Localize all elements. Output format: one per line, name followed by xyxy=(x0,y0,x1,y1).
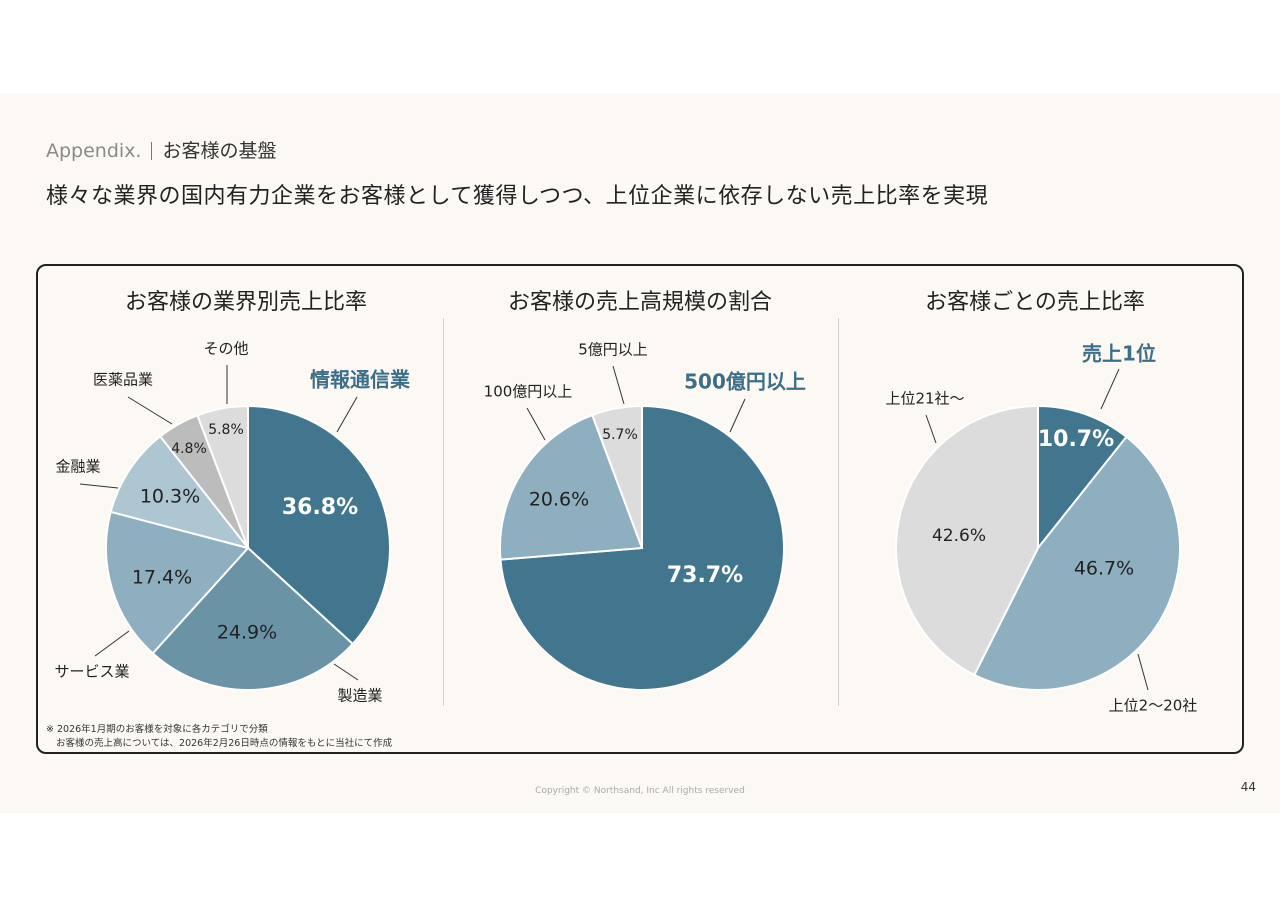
chart3-value-label-1: 46.7% xyxy=(1074,558,1134,580)
chart3-leader-line-0 xyxy=(1100,368,1120,410)
chart2-category-label-1: 100億円以上 xyxy=(484,383,573,401)
chart1-slice-1 xyxy=(151,546,355,691)
page-headline: 様々な業界の国内有力企業をお客様として獲得しつつ、上位企業に依存しない売上比率を… xyxy=(46,184,989,209)
chart2-category-label-2: 5億円以上 xyxy=(578,341,648,359)
chart1-category-label-2: サービス業 xyxy=(54,663,129,681)
footnote-line-1: ※ 2026年1月期のお客様を対象に各カテゴリで分類 xyxy=(46,724,268,735)
section-title: お客様の基盤 xyxy=(162,140,277,162)
chart3-category-label-2: 上位21社〜 xyxy=(885,390,964,408)
chart1-leader-line-0 xyxy=(336,396,358,433)
footnote: ※ 2026年1月期のお客様を対象に各カテゴリで分類 お客様の売上高については、… xyxy=(46,723,392,751)
chart1-slice-2 xyxy=(105,510,250,655)
chart2-slice-2 xyxy=(590,404,643,549)
chart2-slice-1 xyxy=(499,413,644,561)
chart1-value-label-5: 5.8% xyxy=(208,422,244,438)
chart2-value-label-1: 20.6% xyxy=(529,489,589,511)
chart1-slice-0 xyxy=(247,404,391,646)
chart1-category-label-4: 医薬品業 xyxy=(93,371,153,389)
chart2-leader-line-0 xyxy=(729,398,746,433)
page-number: 44 xyxy=(1240,780,1256,794)
chart-title-industry: お客様の業界別売上比率 xyxy=(124,290,367,315)
chart1-value-label-0: 36.8% xyxy=(282,495,358,520)
appendix-label: Appendix. xyxy=(46,140,142,162)
chart3-category-label-1: 上位2〜20社 xyxy=(1109,697,1198,715)
chart2-value-label-0: 73.7% xyxy=(667,563,743,588)
chart1-value-label-1: 24.9% xyxy=(217,622,277,644)
eyebrow-separator xyxy=(151,142,153,160)
chart3-slice-1 xyxy=(972,435,1182,691)
chart1-value-label-3: 10.3% xyxy=(140,486,200,508)
chart1-category-label-1: 製造業 xyxy=(337,687,382,705)
chart1-category-label-0: 情報通信業 xyxy=(310,368,411,392)
chart1-leader-line-2 xyxy=(94,630,130,657)
chart2-leader-line-2 xyxy=(612,365,625,405)
chart1-category-label-3: 金融業 xyxy=(55,458,100,476)
chart1-slice-3 xyxy=(109,434,251,550)
chart-divider-right xyxy=(838,318,839,706)
chart3-leader-line-1 xyxy=(1137,653,1149,691)
chart2-category-label-0: 500億円以上 xyxy=(684,370,806,394)
chart1-category-label-5: その他 xyxy=(203,340,248,358)
chart3-value-label-0: 10.7% xyxy=(1038,427,1114,452)
chart-divider-left xyxy=(443,318,444,706)
chart1-value-label-4: 4.8% xyxy=(171,441,207,457)
chart1-leader-line-1 xyxy=(333,663,359,681)
chart2-leader-line-1 xyxy=(526,407,546,441)
chart3-value-label-2: 42.6% xyxy=(932,526,986,546)
chart1-leader-line-4 xyxy=(127,396,173,425)
chart1-slice-5 xyxy=(196,404,249,549)
copyright: Copyright © Northsand, Inc All rights re… xyxy=(535,786,745,796)
chart-title-customer-share: お客様ごとの売上比率 xyxy=(925,290,1145,315)
chart-title-revenue-scale: お客様の売上高規模の割合 xyxy=(507,290,772,315)
chart3-category-label-0: 売上1位 xyxy=(1082,342,1156,366)
chart3-slice-2 xyxy=(895,404,1039,677)
footnote-line-2: お客様の売上高については、2026年2月26日時点の情報をもとに当社にて作成 xyxy=(56,738,393,749)
chart1-leader-line-3 xyxy=(79,483,119,489)
chart1-value-label-2: 17.4% xyxy=(132,567,192,589)
section-eyebrow: Appendix. お客様の基盤 xyxy=(46,136,277,163)
chart2-value-label-2: 5.7% xyxy=(602,427,638,443)
chart3-slice-0 xyxy=(1037,404,1128,551)
chart3-leader-line-2 xyxy=(925,414,937,444)
